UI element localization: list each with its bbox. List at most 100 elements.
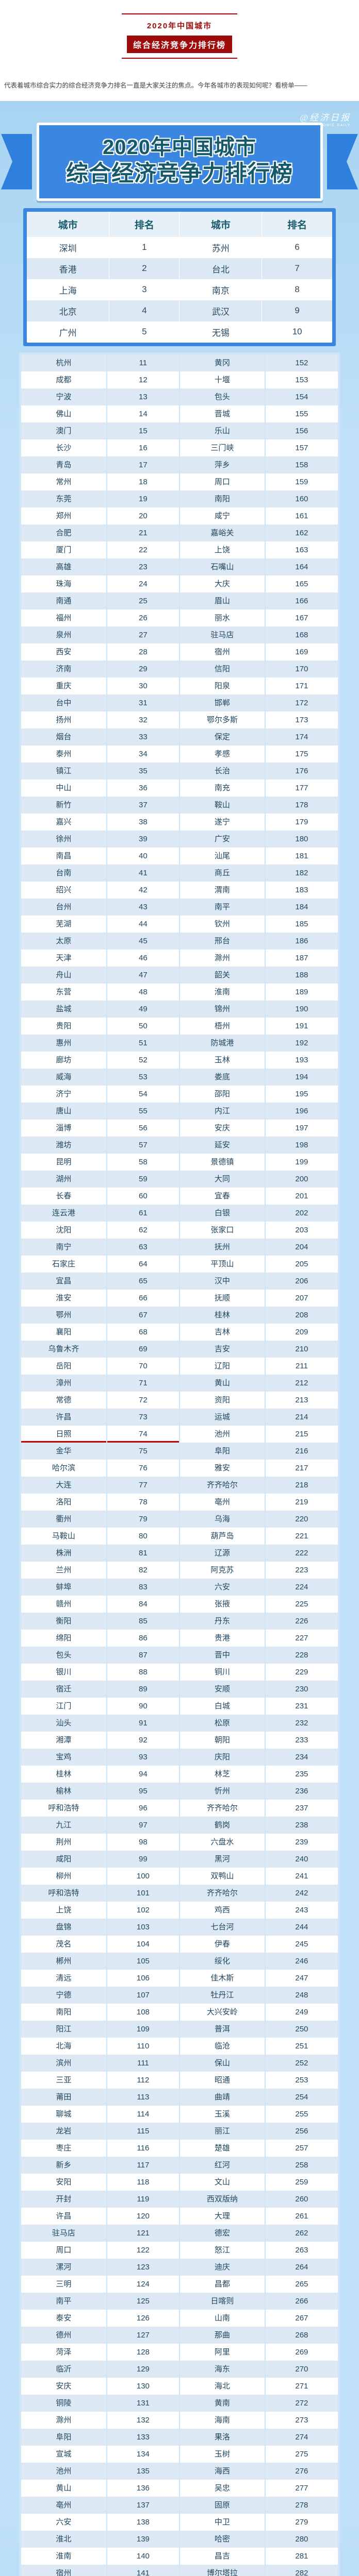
ranking-rank-left: 52 [106,1051,180,1069]
ranking-city-left: 呼和浩特 [21,1884,107,1902]
ranking-city-left: 济南 [21,660,107,677]
ranking-row: 安庆 130 海北 271 [21,2377,338,2395]
ranking-city-right: 南平 [179,898,266,916]
ranking-city-left: 佛山 [21,405,107,422]
ranking-rank-right: 207 [265,1289,338,1307]
ranking-rank-right: 231 [265,1697,338,1715]
ranking-city-right: 邯郸 [179,694,266,711]
ranking-city-right: 绥化 [179,1952,266,1970]
ranking-city-left: 聊城 [21,2105,107,2123]
ranking-rank-right: 253 [265,2071,338,2089]
ranking-row: 德州 127 那曲 268 [21,2326,338,2344]
ranking-city-right: 吴忠 [179,2479,266,2497]
ranking-rank-left: 42 [106,881,180,899]
ranking-city-right: 十堰 [179,371,266,388]
ranking-rank-right: 278 [265,2496,338,2514]
ranking-row: 舟山 47 韶关 188 [21,966,338,984]
ranking-city-left: 长春 [21,1187,107,1205]
ranking-city-right: 海南 [179,2411,266,2429]
ranking-row: 滨州 111 保山 252 [21,2054,338,2072]
ranking-rank-left: 87 [106,1646,180,1664]
ranking-city-right: 吉林 [179,1323,266,1341]
ranking-rank-right: 216 [265,1442,338,1460]
ranking-city-right: 运城 [179,1408,266,1426]
ranking-rank-left: 78 [106,1493,180,1511]
ranking-row: 衢州 79 乌海 220 [21,1510,338,1528]
ranking-rank-right: 222 [265,1544,338,1562]
ranking-city-right: 景德镇 [179,1153,266,1171]
ranking-row: 鄂州 67 桂林 208 [21,1306,338,1324]
ranking-row: 贵阳 50 梧州 191 [21,1017,338,1035]
ranking-row: 淮南 140 昌吉 281 [21,2547,338,2565]
ranking-city-left: 南平 [21,2292,107,2310]
ranking-rank-left: 45 [106,932,180,950]
ranking-row: 廊坊 52 玉林 193 [21,1051,338,1069]
top10-row: 广州 5 无锡 10 [27,321,332,343]
ranking-city-left: 清远 [21,1969,107,1987]
ranking-city-left: 唐山 [21,1102,107,1120]
ranking-row: 黄山 136 吴忠 277 [21,2479,338,2497]
ranking-row: 昆明 58 景德镇 199 [21,1153,338,1171]
ranking-row: 盘锦 103 七台河 244 [21,1918,338,1936]
ranking-rank-left: 141 [106,2564,180,2576]
ranking-city-left: 衡阳 [21,1612,107,1630]
ranking-city-left: 枣庄 [21,2139,107,2157]
ranking-row: 马鞍山 80 葫芦岛 221 [21,1527,338,1545]
ranking-city-right: 忻州 [179,1782,266,1800]
ranking-city-right: 韶关 [179,966,266,984]
ranking-city-right: 牡丹江 [179,1986,266,2004]
ranking-city-right: 玉林 [179,1051,266,1069]
ranking-rank-left: 91 [106,1714,180,1732]
ranking-rank-left: 24 [106,575,180,592]
top10-panel: 城市 排名 城市 排名 深圳 1 苏州 6 香港 2 台北 7 上海 3 南京 8 北京 4 武汉 9 广州 5 无… [27,211,332,343]
ranking-rank-right: 189 [265,983,338,1001]
ranking-row: 湖州 59 大同 200 [21,1170,338,1188]
ranking-city-left: 徐州 [21,830,107,848]
ranking-city-left: 上饶 [21,1901,107,1919]
ranking-rank-left: 74 [106,1425,180,1443]
ranking-rank-right: 176 [265,762,338,779]
ranking-rank-left: 121 [106,2224,180,2242]
ranking-city-right: 辽源 [179,1544,266,1562]
ranking-rank-left: 50 [106,1017,180,1035]
ranking-rank-right: 160 [265,490,338,507]
ranking-rank-left: 104 [106,1935,180,1953]
ranking-city-left: 兰州 [21,1561,107,1579]
ranking-rank-left: 114 [106,2105,180,2123]
ranking-rank-right: 206 [265,1272,338,1290]
ranking-city-right: 淮南 [179,983,266,1001]
ranking-city-left: 南宁 [21,1238,107,1256]
ranking-rank-right: 210 [265,1340,338,1358]
ranking-row: 宜昌 65 汉中 206 [21,1272,338,1290]
ranking-city-right: 昭通 [179,2071,266,2089]
top10-row: 上海 3 南京 8 [27,279,332,300]
ranking-row: 南平 125 日喀则 266 [21,2292,338,2310]
ranking-rank-right: 228 [265,1646,338,1664]
ranking-city-left: 济宁 [21,1085,107,1103]
ranking-row: 九江 97 鹤岗 238 [21,1816,338,1834]
ranking-row: 嘉兴 38 遂宁 179 [21,813,338,831]
ranking-row: 三亚 112 昭通 253 [21,2071,338,2089]
ranking-city-right: 汉中 [179,1272,266,1290]
ranking-city-left: 高雄 [21,558,107,575]
ranking-rank-right: 263 [265,2241,338,2259]
ranking-city-left: 珠海 [21,575,107,592]
ranking-row: 东营 48 淮南 189 [21,983,338,1001]
ranking-rank-left: 58 [106,1153,180,1171]
ranking-row: 宁德 107 牡丹江 248 [21,1986,338,2004]
ranking-rank-right: 175 [265,745,338,762]
ranking-rank-right: 165 [265,575,338,592]
ranking-city-left: 鄂州 [21,1306,107,1324]
ranking-city-left: 沈阳 [21,1221,107,1239]
ranking-city-left: 蚌埠 [21,1578,107,1596]
ranking-rank-left: 72 [106,1391,180,1409]
ranking-rank-left: 44 [106,915,180,933]
ranking-city-right: 邢台 [179,932,266,950]
ranking-city-right: 白银 [179,1204,266,1222]
ranking-rank-left: 51 [106,1034,180,1052]
ranking-rank-left: 54 [106,1085,180,1103]
ranking-rank-left: 102 [106,1901,180,1919]
ranking-city-left: 赣州 [21,1595,107,1613]
ranking-rank-left: 82 [106,1561,180,1579]
ranking-rank-left: 85 [106,1612,180,1630]
